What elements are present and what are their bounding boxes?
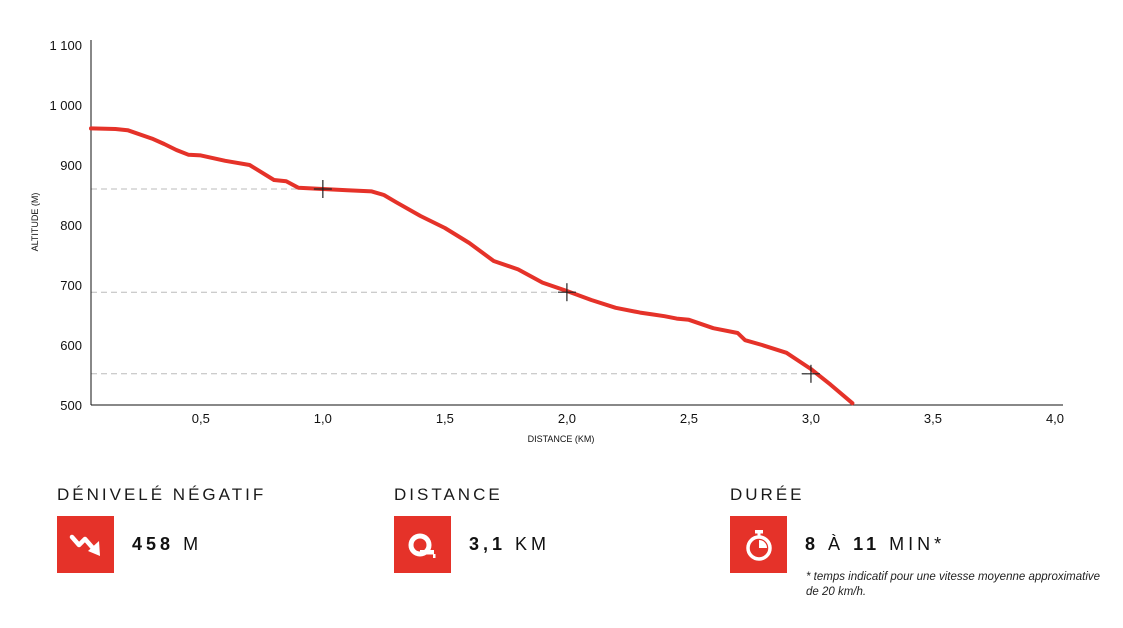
x-tick-label: 0,5 [192,411,210,426]
x-tick-label: 4,0 [1046,411,1064,426]
y-tick-label: 600 [60,338,82,353]
stopwatch-icon [730,516,787,573]
x-axis-title: DISTANCE (KM) [528,434,595,444]
x-tick-label: 1,0 [314,411,332,426]
y-tick-label: 800 [60,218,82,233]
distance-marker [313,180,332,198]
x-tick-label: 3,0 [802,411,820,426]
elevation-profile-line [89,126,855,406]
y-tick-label: 900 [60,158,82,173]
stat-duration: DURÉE 8 À 11 MIN* [730,484,945,573]
distance-markers [313,180,820,383]
stat-value: 458 M [132,534,202,555]
x-tick-label: 2,5 [680,411,698,426]
duration-min-value: 8 [805,534,820,554]
elevation-loss-unit: M [183,534,203,554]
stat-distance: DISTANCE 3,1 KM [394,484,550,573]
reference-lines [91,188,811,375]
elevation-loss-value: 458 [132,534,175,554]
distance-value: 3,1 [469,534,507,554]
stat-title: DÉNIVELÉ NÉGATIF [57,485,267,504]
stat-value: 3,1 KM [469,534,550,555]
tape-measure-icon [394,516,451,573]
duration-max-value: 11 [853,534,881,554]
x-tick-label: 2,0 [558,411,576,426]
duration-footnote: * temps indicatif pour une vitesse moyen… [806,571,1101,598]
distance-marker [557,283,576,302]
y-tick-label: 700 [60,278,82,293]
elevation-chart: 500 600 700 800 900 1 000 1 100 0,5 1,0 1,5 2,0 2,… [30,38,1064,444]
y-axis-title: ALTITUDE (M) [30,193,40,252]
stat-value: 8 À 11 MIN* [805,534,945,555]
stat-elevation-loss: DÉNIVELÉ NÉGATIF 458 M [57,484,266,573]
descent-arrow-icon [57,516,114,573]
y-tick-labels: 500 600 700 800 900 1 000 1 100 [49,38,82,413]
x-tick-label: 1,5 [436,411,454,426]
y-tick-label: 500 [60,398,82,413]
duration-connector: À [828,534,845,554]
stat-title: DURÉE [730,485,805,504]
stat-title: DISTANCE [394,485,503,504]
distance-unit: KM [515,534,551,554]
x-tick-labels: 0,5 1,0 1,5 2,0 2,5 3,0 3,5 4,0 [192,411,1064,426]
duration-unit: MIN* [889,534,946,554]
y-tick-label: 1 000 [49,98,82,113]
y-tick-label: 1 100 [49,38,82,53]
x-tick-label: 3,5 [924,411,942,426]
distance-marker [801,364,820,383]
